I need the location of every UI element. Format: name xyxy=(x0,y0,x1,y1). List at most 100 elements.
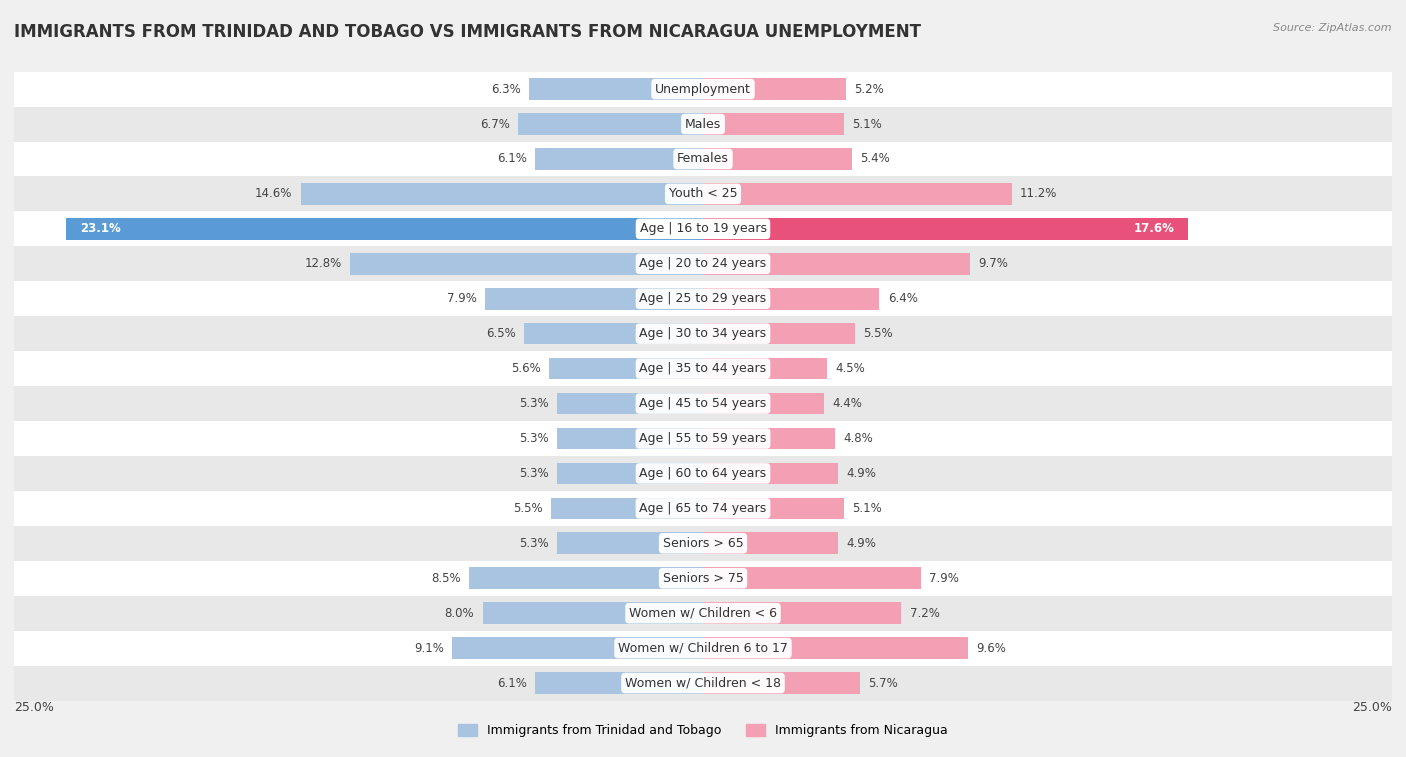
Bar xyxy=(703,114,844,135)
Bar xyxy=(703,183,1012,204)
Bar xyxy=(14,72,1392,107)
Text: Seniors > 75: Seniors > 75 xyxy=(662,572,744,584)
Text: Age | 55 to 59 years: Age | 55 to 59 years xyxy=(640,432,766,445)
Text: 12.8%: 12.8% xyxy=(305,257,342,270)
Text: 5.2%: 5.2% xyxy=(855,83,884,95)
Bar xyxy=(703,393,824,414)
Text: 8.5%: 8.5% xyxy=(430,572,461,584)
Bar xyxy=(14,665,1392,700)
Text: Seniors > 65: Seniors > 65 xyxy=(662,537,744,550)
Text: Age | 25 to 29 years: Age | 25 to 29 years xyxy=(640,292,766,305)
Text: 14.6%: 14.6% xyxy=(254,188,292,201)
Bar xyxy=(14,246,1392,282)
Bar xyxy=(350,253,703,275)
Bar xyxy=(703,218,1188,240)
Bar xyxy=(703,428,835,450)
Text: 5.3%: 5.3% xyxy=(519,432,548,445)
Bar xyxy=(14,282,1392,316)
Bar xyxy=(534,672,703,694)
Bar xyxy=(14,596,1392,631)
Bar xyxy=(519,114,703,135)
Bar xyxy=(14,631,1392,665)
Bar xyxy=(482,603,703,624)
Bar xyxy=(530,78,703,100)
Text: 4.5%: 4.5% xyxy=(835,362,865,375)
Text: Females: Females xyxy=(678,152,728,166)
Bar xyxy=(703,672,860,694)
Text: 25.0%: 25.0% xyxy=(1353,700,1392,714)
Bar xyxy=(14,491,1392,526)
Bar xyxy=(557,393,703,414)
Text: 9.6%: 9.6% xyxy=(976,642,1005,655)
Text: 5.4%: 5.4% xyxy=(860,152,890,166)
Text: 6.1%: 6.1% xyxy=(496,152,527,166)
Bar xyxy=(557,463,703,484)
Text: Women w/ Children < 6: Women w/ Children < 6 xyxy=(628,606,778,620)
Text: 5.6%: 5.6% xyxy=(510,362,540,375)
Text: 7.9%: 7.9% xyxy=(929,572,959,584)
Text: 23.1%: 23.1% xyxy=(80,223,121,235)
Bar xyxy=(14,351,1392,386)
Bar xyxy=(548,358,703,379)
Bar xyxy=(551,497,703,519)
Bar xyxy=(557,428,703,450)
Text: Age | 45 to 54 years: Age | 45 to 54 years xyxy=(640,397,766,410)
Bar xyxy=(468,568,703,589)
Bar xyxy=(703,322,855,344)
Text: Age | 35 to 44 years: Age | 35 to 44 years xyxy=(640,362,766,375)
Text: 6.7%: 6.7% xyxy=(481,117,510,130)
Bar xyxy=(453,637,703,659)
Text: Unemployment: Unemployment xyxy=(655,83,751,95)
Text: Males: Males xyxy=(685,117,721,130)
Text: Women w/ Children < 18: Women w/ Children < 18 xyxy=(626,677,780,690)
Bar xyxy=(703,463,838,484)
Text: Age | 20 to 24 years: Age | 20 to 24 years xyxy=(640,257,766,270)
Bar xyxy=(534,148,703,170)
Text: Age | 60 to 64 years: Age | 60 to 64 years xyxy=(640,467,766,480)
Bar xyxy=(14,176,1392,211)
Bar xyxy=(301,183,703,204)
Bar xyxy=(66,218,703,240)
Text: 5.3%: 5.3% xyxy=(519,537,548,550)
Bar xyxy=(14,456,1392,491)
Bar xyxy=(14,211,1392,246)
Text: 5.1%: 5.1% xyxy=(852,502,882,515)
Text: 6.1%: 6.1% xyxy=(496,677,527,690)
Legend: Immigrants from Trinidad and Tobago, Immigrants from Nicaragua: Immigrants from Trinidad and Tobago, Imm… xyxy=(453,719,953,743)
Text: 6.3%: 6.3% xyxy=(491,83,522,95)
Text: 5.1%: 5.1% xyxy=(852,117,882,130)
Text: 7.2%: 7.2% xyxy=(910,606,939,620)
Bar xyxy=(524,322,703,344)
Text: 5.5%: 5.5% xyxy=(513,502,543,515)
Text: 5.5%: 5.5% xyxy=(863,327,893,340)
Bar xyxy=(14,107,1392,142)
Bar xyxy=(14,142,1392,176)
Text: 4.9%: 4.9% xyxy=(846,537,876,550)
Bar xyxy=(14,526,1392,561)
Bar xyxy=(703,603,901,624)
Text: Source: ZipAtlas.com: Source: ZipAtlas.com xyxy=(1274,23,1392,33)
Text: Women w/ Children 6 to 17: Women w/ Children 6 to 17 xyxy=(619,642,787,655)
Text: 6.5%: 6.5% xyxy=(486,327,516,340)
Bar xyxy=(703,78,846,100)
Bar xyxy=(703,637,967,659)
Bar xyxy=(485,288,703,310)
Bar xyxy=(14,316,1392,351)
Text: 5.7%: 5.7% xyxy=(869,677,898,690)
Bar xyxy=(14,386,1392,421)
Text: 4.8%: 4.8% xyxy=(844,432,873,445)
Text: Age | 65 to 74 years: Age | 65 to 74 years xyxy=(640,502,766,515)
Text: 11.2%: 11.2% xyxy=(1019,188,1057,201)
Text: Youth < 25: Youth < 25 xyxy=(669,188,737,201)
Bar xyxy=(557,532,703,554)
Bar xyxy=(703,148,852,170)
Bar xyxy=(703,568,921,589)
Text: Age | 16 to 19 years: Age | 16 to 19 years xyxy=(640,223,766,235)
Bar xyxy=(14,421,1392,456)
Text: 9.7%: 9.7% xyxy=(979,257,1008,270)
Text: 6.4%: 6.4% xyxy=(887,292,918,305)
Bar xyxy=(703,358,827,379)
Text: 25.0%: 25.0% xyxy=(14,700,53,714)
Text: 7.9%: 7.9% xyxy=(447,292,477,305)
Text: 4.9%: 4.9% xyxy=(846,467,876,480)
